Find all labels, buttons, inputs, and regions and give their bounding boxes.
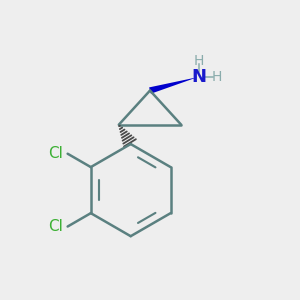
Polygon shape [149,77,198,94]
Text: N: N [191,68,206,86]
Text: H: H [194,54,204,68]
Text: H: H [212,70,222,84]
Text: Cl: Cl [48,219,63,234]
Text: Cl: Cl [48,146,63,161]
